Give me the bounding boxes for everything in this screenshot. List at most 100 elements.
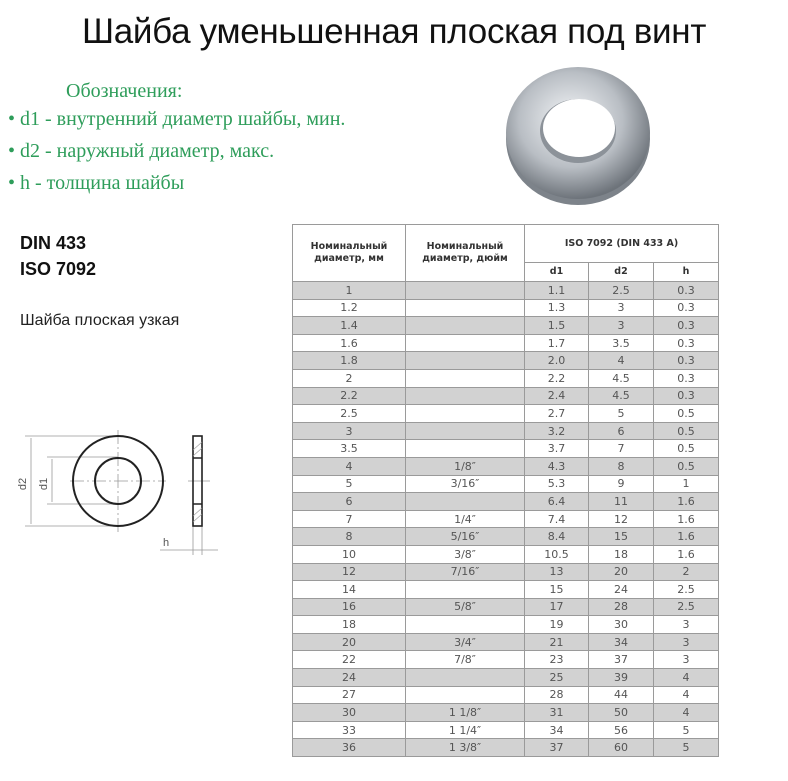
cell-mm: 33 (292, 720, 406, 740)
table-row: 16 5/8″ 17 28 2.5 (292, 597, 719, 617)
cell-d1: 17 (524, 597, 589, 617)
label-d1: d1 (38, 478, 50, 490)
legend-heading: Обозначения: (66, 80, 183, 102)
table-row: 1.2 1.3 3 0.3 (292, 298, 719, 318)
table-row: 1.8 2.0 4 0.3 (292, 351, 719, 370)
cell-d1: 5.3 (524, 474, 589, 494)
header-nominal-mm: Номинальный диаметр, мм (292, 224, 406, 282)
cell-inch: 7/16″ (405, 562, 525, 582)
cell-d1: 1.1 (524, 281, 589, 300)
legend-item: • h - толщина шайбы (8, 172, 185, 194)
cell-h: 0.5 (653, 421, 719, 441)
cell-d2: 4.5 (588, 386, 654, 406)
cell-mm: 1.6 (292, 333, 406, 353)
cell-h: 2.5 (653, 597, 719, 617)
cell-h: 0.3 (653, 368, 719, 388)
cell-inch (405, 580, 525, 599)
cell-mm: 4 (292, 456, 406, 476)
cell-inch (405, 298, 525, 318)
cell-d1: 37 (524, 738, 589, 758)
cell-d2: 4 (588, 351, 654, 370)
cell-d2: 20 (588, 562, 654, 582)
cell-d1: 19 (524, 615, 589, 634)
table-row: 7 1/4″ 7.4 12 1.6 (292, 509, 719, 529)
standards: DIN 433 ISO 7092 (20, 230, 96, 282)
cell-d1: 1.3 (524, 298, 589, 318)
table-row: 1.6 1.7 3.5 0.3 (292, 333, 719, 353)
table-row: 18 19 30 3 (292, 615, 719, 634)
table-row: 4 1/8″ 4.3 8 0.5 (292, 456, 719, 476)
cell-inch (405, 281, 525, 300)
subtitle: Шайба плоская узкая (20, 312, 180, 329)
cell-mm: 27 (292, 685, 406, 705)
cell-h: 2.5 (653, 580, 719, 599)
cell-inch: 7/8″ (405, 650, 525, 670)
cell-inch (405, 685, 525, 705)
cell-d1: 25 (524, 668, 589, 687)
cell-h: 1.6 (653, 492, 719, 511)
cell-inch (405, 404, 525, 423)
cell-d2: 15 (588, 527, 654, 546)
cell-mm: 6 (292, 492, 406, 511)
cell-mm: 3 (292, 421, 406, 441)
cell-d1: 3.2 (524, 421, 589, 441)
cell-h: 0.3 (653, 316, 719, 335)
cell-d2: 12 (588, 509, 654, 529)
cell-mm: 22 (292, 650, 406, 670)
table-row: 22 7/8″ 23 37 3 (292, 650, 719, 670)
header-d1: d1 (524, 262, 589, 282)
cell-h: 3 (653, 615, 719, 634)
table-row: 1 1.1 2.5 0.3 (292, 281, 719, 300)
cell-h: 1.6 (653, 509, 719, 529)
cell-mm: 1.8 (292, 351, 406, 370)
cell-d1: 1.7 (524, 333, 589, 353)
header-h: h (653, 262, 719, 282)
cell-h: 4 (653, 668, 719, 687)
cell-d2: 60 (588, 738, 654, 758)
cell-h: 0.5 (653, 439, 719, 458)
cell-d2: 6 (588, 421, 654, 441)
cell-d2: 9 (588, 474, 654, 494)
table-row: 3 3.2 6 0.5 (292, 421, 719, 441)
cell-mm: 1.2 (292, 298, 406, 318)
header-nominal-inch: Номинальный диаметр, дюйм (405, 224, 525, 282)
cell-inch: 5/16″ (405, 527, 525, 546)
cell-d2: 24 (588, 580, 654, 599)
cell-d1: 2.7 (524, 404, 589, 423)
table-row: 24 25 39 4 (292, 668, 719, 687)
cell-mm: 2.5 (292, 404, 406, 423)
cell-d2: 34 (588, 632, 654, 652)
table-row: 2 2.2 4.5 0.3 (292, 368, 719, 388)
cell-d2: 50 (588, 703, 654, 722)
cell-mm: 1 (292, 281, 406, 300)
cell-d2: 44 (588, 685, 654, 705)
cell-mm: 18 (292, 615, 406, 634)
cell-h: 5 (653, 738, 719, 758)
cell-inch: 1/8″ (405, 456, 525, 476)
cell-inch (405, 386, 525, 406)
cell-d1: 15 (524, 580, 589, 599)
cell-mm: 36 (292, 738, 406, 758)
cell-h: 0.3 (653, 333, 719, 353)
cell-d2: 7 (588, 439, 654, 458)
cell-inch: 3/4″ (405, 632, 525, 652)
cell-d2: 37 (588, 650, 654, 670)
cell-d2: 30 (588, 615, 654, 634)
label-h: h (163, 537, 169, 549)
table-row: 2.5 2.7 5 0.5 (292, 404, 719, 423)
cell-h: 1.6 (653, 527, 719, 546)
table-row: 30 1 1/8″ 31 50 4 (292, 703, 719, 722)
cell-mm: 20 (292, 632, 406, 652)
cell-inch: 1/4″ (405, 509, 525, 529)
cell-d1: 2.4 (524, 386, 589, 406)
cell-h: 3 (653, 632, 719, 652)
cell-d1: 28 (524, 685, 589, 705)
table-row: 14 15 24 2.5 (292, 580, 719, 599)
washer-drawing: d2 d1 h (17, 430, 218, 555)
cell-d1: 21 (524, 632, 589, 652)
cell-inch (405, 492, 525, 511)
cell-d1: 7.4 (524, 509, 589, 529)
cell-mm: 8 (292, 527, 406, 546)
cell-inch: 1 3/8″ (405, 738, 525, 758)
cell-mm: 16 (292, 597, 406, 617)
